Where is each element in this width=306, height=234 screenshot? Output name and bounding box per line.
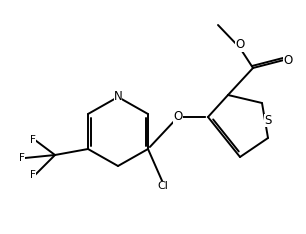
Text: N: N	[114, 91, 122, 103]
Text: F: F	[19, 153, 25, 163]
Text: S: S	[264, 113, 272, 127]
Text: O: O	[283, 54, 293, 66]
Text: F: F	[30, 170, 36, 180]
Text: O: O	[235, 39, 244, 51]
Text: Cl: Cl	[158, 181, 168, 191]
Text: F: F	[30, 135, 36, 145]
Text: O: O	[174, 110, 183, 124]
